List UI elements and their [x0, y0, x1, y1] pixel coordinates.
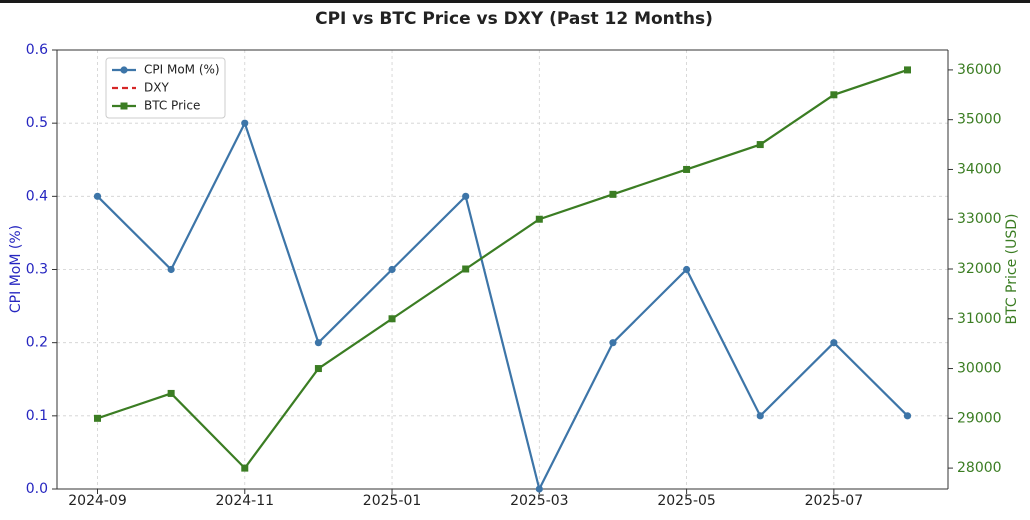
point	[756, 141, 764, 149]
point	[94, 414, 101, 422]
point	[241, 119, 249, 127]
legend-box	[105, 57, 226, 119]
point	[609, 190, 617, 198]
y2-tick-label: 30000	[957, 361, 1002, 377]
point	[314, 339, 323, 347]
x-tick-label: 2025-01	[363, 493, 422, 509]
x-tick-label: 2025-07	[805, 493, 864, 509]
y2-tick-label: 34000	[957, 161, 1002, 177]
legend: CPI MoM (%) DXY BTC Price	[105, 57, 226, 119]
series-line	[96, 120, 909, 493]
point	[462, 265, 470, 273]
y2-tick-label: 28000	[957, 460, 1002, 476]
x-tick-label: 2024-09	[68, 493, 127, 509]
point	[904, 66, 911, 74]
y-tick-label: 0.1	[26, 408, 48, 424]
y-tick-label: 0.6	[26, 42, 48, 58]
y-tick-label: 0.3	[26, 262, 48, 278]
legend-label: DXY	[144, 81, 169, 95]
point	[388, 315, 396, 323]
point	[535, 485, 543, 493]
point	[903, 412, 912, 420]
legend-label: CPI MoM (%)	[144, 63, 220, 77]
point	[830, 339, 838, 347]
point	[462, 192, 470, 200]
y2-tick-label: 35000	[957, 112, 1002, 128]
point	[830, 91, 838, 99]
point	[167, 265, 175, 274]
y2-tick-label: 33000	[957, 211, 1002, 227]
point	[682, 265, 691, 274]
y2-tick-label: 31000	[957, 311, 1002, 327]
x-tick-label: 2025-05	[657, 493, 716, 509]
point	[241, 464, 249, 472]
point	[609, 339, 617, 347]
y-axis-label: CPI MoM (%)	[8, 225, 24, 313]
point	[756, 412, 764, 420]
y-tick-label: 0.0	[26, 481, 48, 497]
y-tick-label: 0.5	[26, 115, 48, 131]
legend-label: BTC Price	[144, 99, 200, 113]
y-tick-label: 0.2	[26, 335, 48, 351]
legend-marker	[120, 66, 128, 74]
y2-tick-label: 32000	[957, 261, 1002, 277]
window-frame	[0, 0, 1030, 3]
legend-marker	[120, 102, 128, 110]
x-tick-label: 2025-03	[510, 493, 569, 509]
chart-title: CPI vs BTC Price vs DXY (Past 12 Months)	[315, 9, 713, 29]
x-tick-label: 2024-11	[216, 493, 275, 509]
point	[314, 365, 322, 373]
point	[388, 265, 396, 274]
series-line	[97, 68, 908, 470]
y2-axis-label: BTC Price (USD)	[1004, 213, 1020, 324]
y2-tick-label: 29000	[957, 410, 1002, 426]
y-tick-label: 0.4	[26, 188, 48, 204]
point	[167, 389, 175, 397]
point	[535, 215, 543, 223]
y2-tick-label: 36000	[957, 62, 1002, 78]
point	[93, 192, 102, 200]
point	[683, 165, 691, 173]
